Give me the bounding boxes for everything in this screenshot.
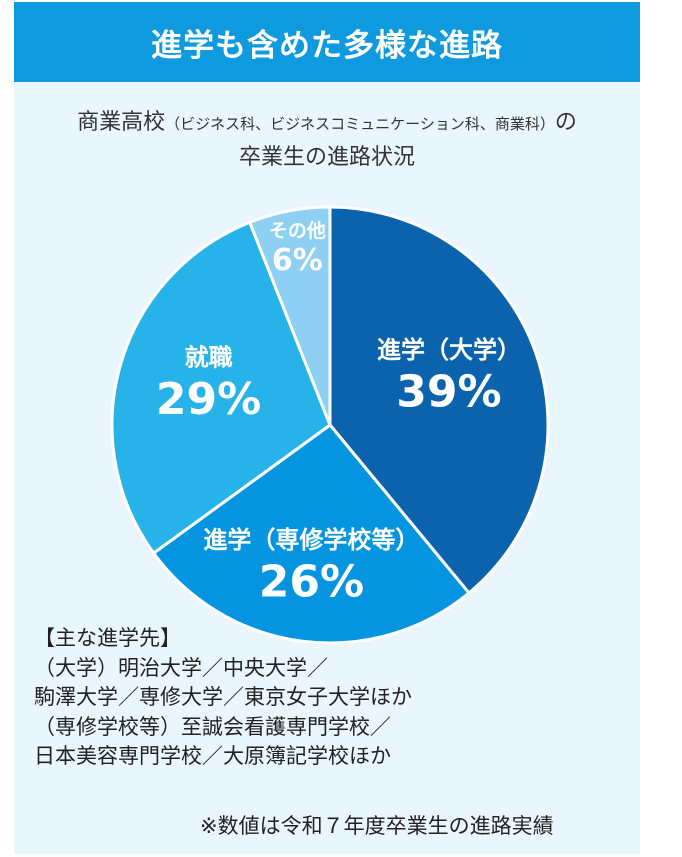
chart-subtitle: 商業高校（ビジネス科、ビジネスコミュニケーション科、商業科）の 卒業生の進路状況 (14, 106, 640, 174)
slice-employment (110, 220, 332, 556)
notes-line: 日本美容専門学校／大原簿記学校ほか (34, 744, 391, 768)
slice-value-label: 26% (259, 556, 364, 607)
chart-panel: 進学も含めた多様な進路 商業高校（ビジネス科、ビジネスコミュニケーション科、商業… (14, 2, 640, 854)
notes-line: （専修学校等）至誠会看護専門学校／ (34, 714, 391, 739)
slice-other (247, 205, 332, 426)
slice-value-label: 6% (272, 243, 323, 278)
subtitle-school: 商業高校 (77, 110, 166, 135)
destinations-notes: 【主な進学先】 （大学）明治大学／中央大学／ 駒澤大学／専修大学／東京女子大学ほ… (34, 624, 412, 772)
slice-label: 進学（専修学校等） (203, 526, 419, 554)
slice-value-label: 39% (396, 366, 501, 417)
notes-line: （大学）明治大学／中央大学／ (34, 655, 328, 680)
slice-label: 進学（大学） (377, 336, 521, 364)
slice-label: 就職 (185, 344, 233, 372)
subtitle-particle: の (554, 110, 577, 135)
subtitle-departments: （ビジネス科、ビジネスコミュニケーション科、商業科） (165, 115, 555, 133)
slice-university (328, 205, 550, 596)
footnote: ※数値は令和７年度卒業生の進路実績 (200, 814, 554, 838)
slice-vocational-school (151, 422, 472, 645)
slice-label: その他 (269, 219, 326, 242)
notes-heading: 【主な進学先】 (34, 626, 181, 650)
slice-value-label: 29% (156, 374, 261, 425)
header-title: 進学も含めた多様な進路 (14, 2, 640, 82)
notes-line: 駒澤大学／専修大学／東京女子大学ほか (34, 685, 412, 709)
subtitle-line2: 卒業生の進路状況 (238, 145, 415, 170)
